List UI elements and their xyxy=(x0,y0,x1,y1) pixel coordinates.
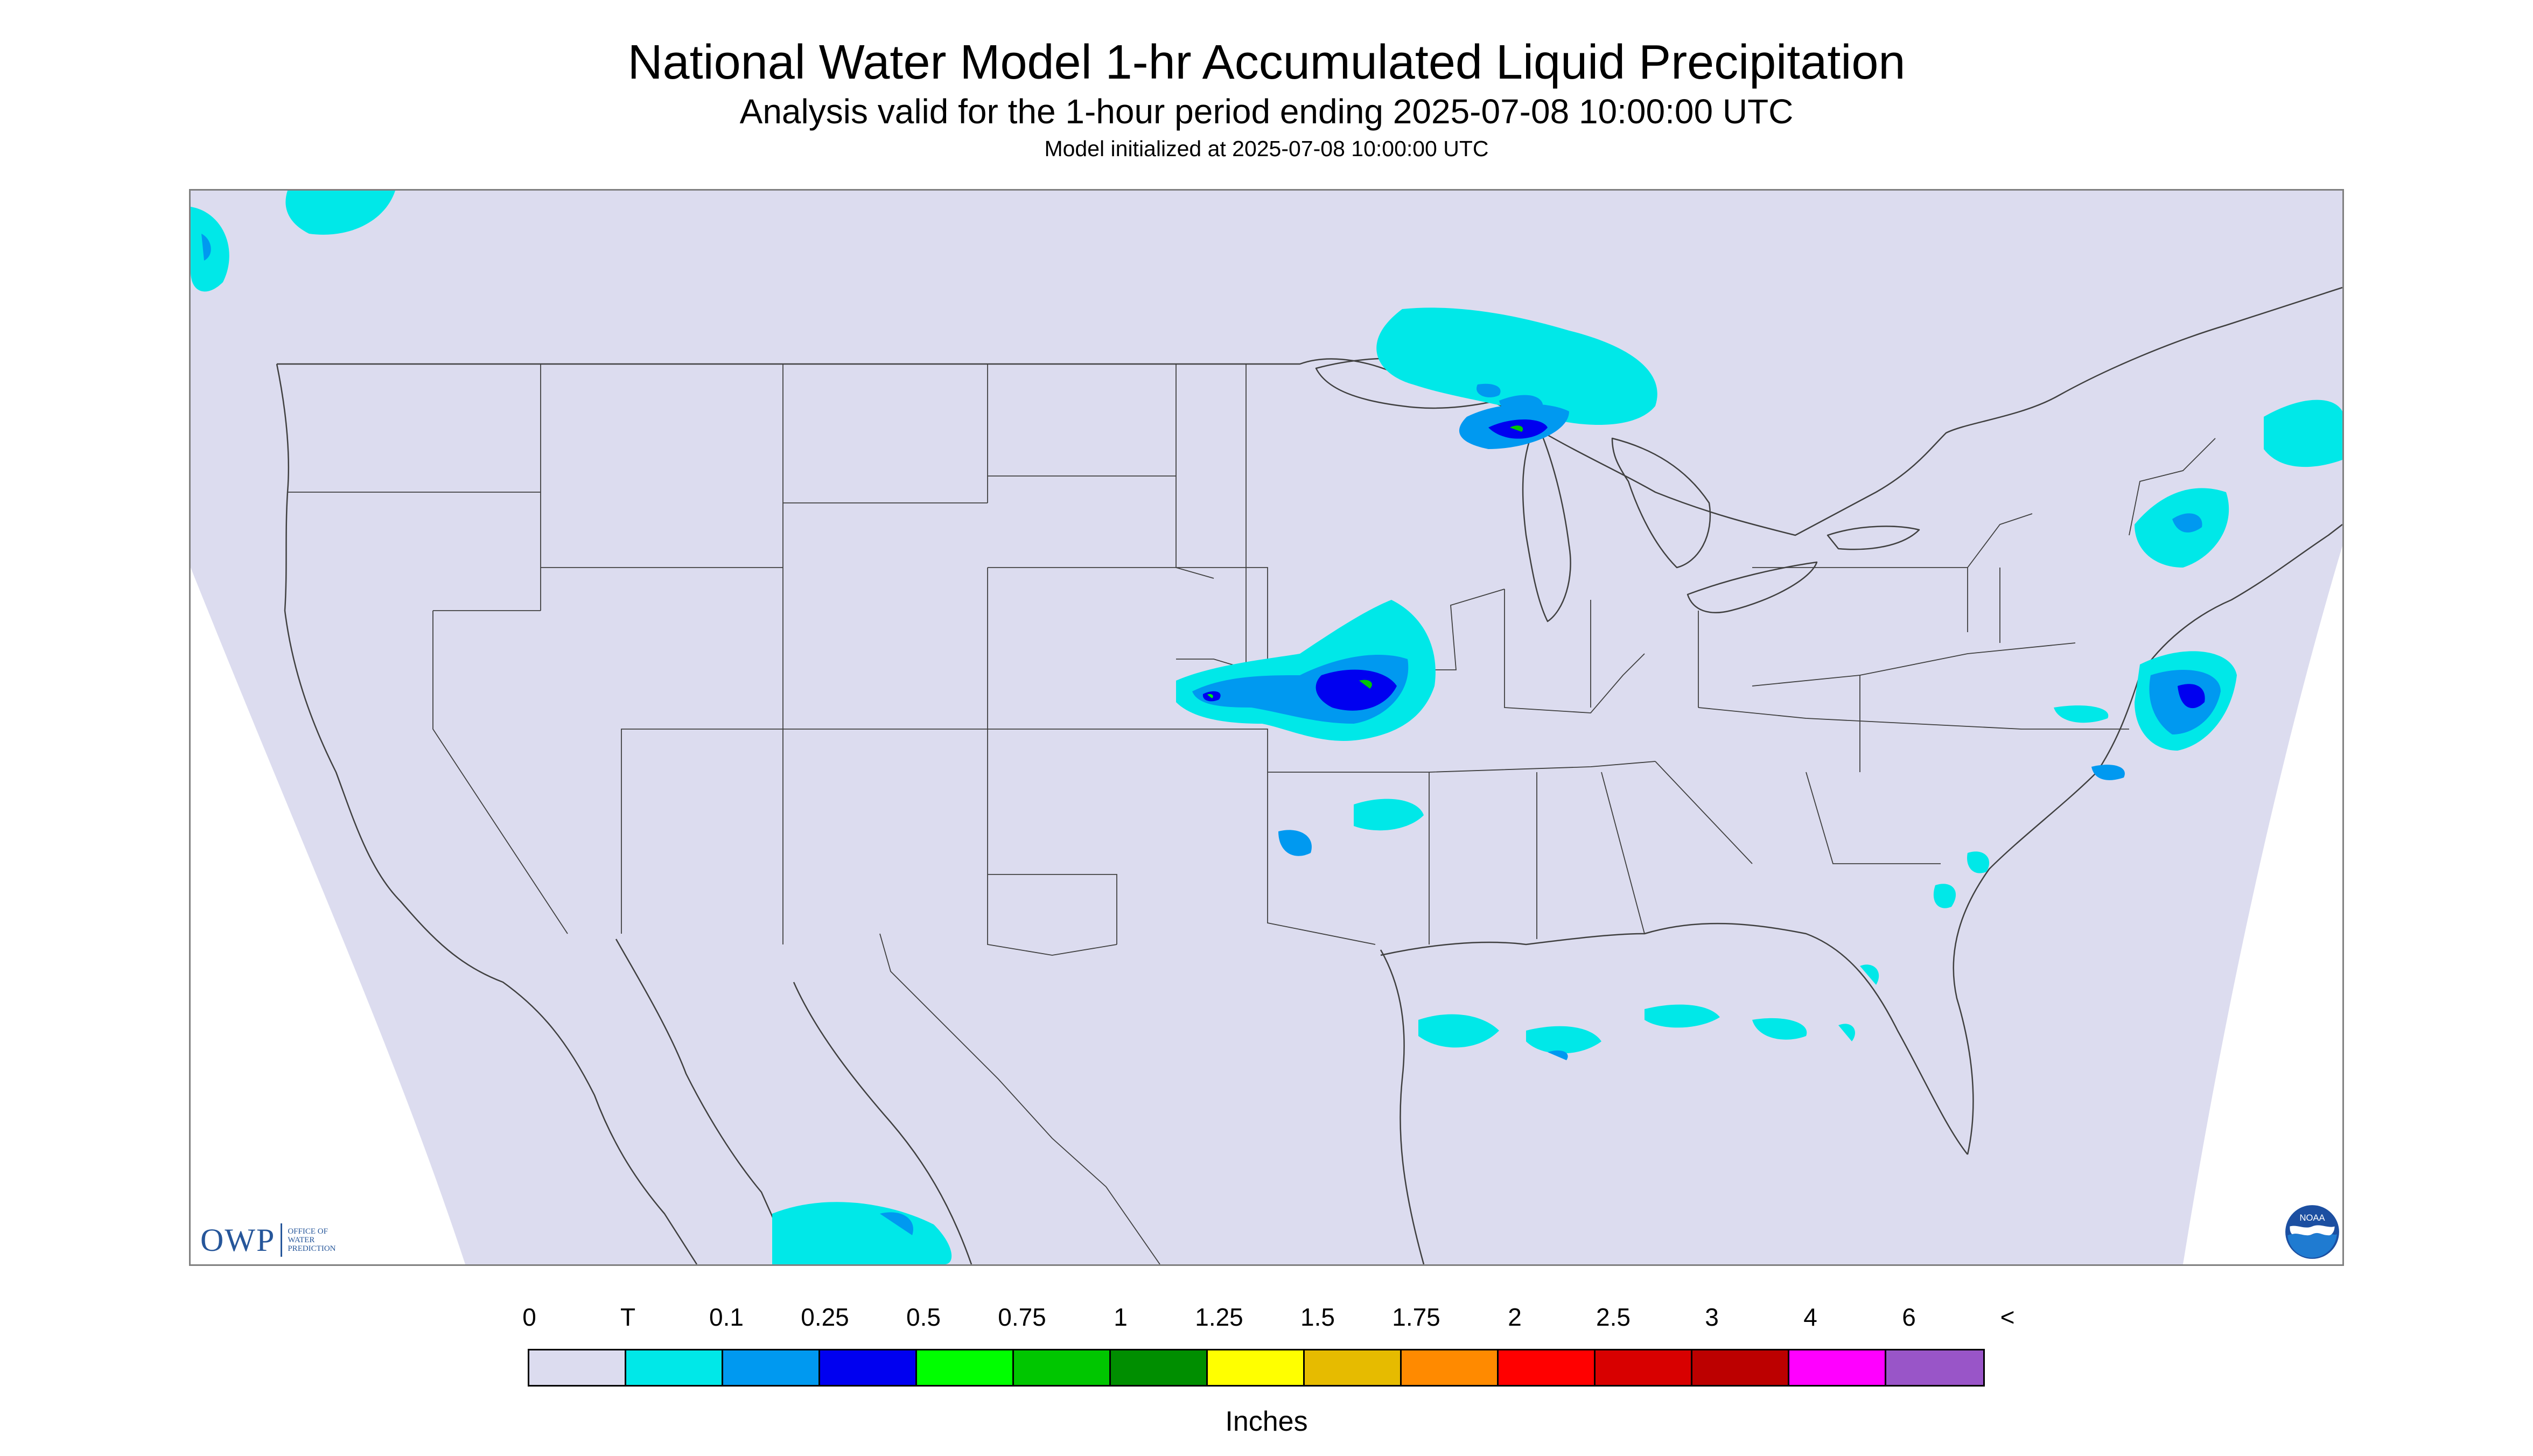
legend-swatch-7 xyxy=(1208,1350,1305,1385)
state-borders xyxy=(288,363,2216,1264)
owp-logo-divider xyxy=(281,1223,283,1257)
legend-swatch-4 xyxy=(917,1350,1014,1385)
legend-swatch-6 xyxy=(1111,1350,1208,1385)
legend-swatch-9 xyxy=(1402,1350,1499,1385)
legend-tick-label: 0 xyxy=(522,1303,536,1331)
lake-erie xyxy=(1687,561,1818,613)
legend-swatch-5 xyxy=(1014,1350,1111,1385)
owp-logo-text: OWP xyxy=(200,1222,276,1258)
legend-swatch-11 xyxy=(1596,1350,1692,1385)
legend-units-label: Inches xyxy=(1225,1406,1308,1437)
legend-tick-label: 3 xyxy=(1705,1303,1719,1331)
owp-logo: OWP OFFICE OF WATER PREDICTION xyxy=(200,1221,336,1259)
map-canvas xyxy=(191,191,2342,1264)
legend-swatch-12 xyxy=(1692,1350,1789,1385)
atlantic-coast xyxy=(1953,524,2342,1155)
legend-tick-label: 0.5 xyxy=(906,1303,941,1331)
legend-tick-label: T xyxy=(620,1303,636,1331)
lake-michigan xyxy=(1522,421,1571,622)
model-domain xyxy=(191,191,2342,1264)
legend-tick-label: 0.25 xyxy=(801,1303,849,1331)
legend-swatch-2 xyxy=(723,1350,820,1385)
lake-huron xyxy=(1611,437,1711,569)
noaa-logo-text: NOAA xyxy=(2299,1213,2325,1223)
model-init-line: Model initialized at 2025-07-08 10:00:00… xyxy=(1044,136,1489,161)
precip-lake-superior xyxy=(1376,307,1657,425)
precipitation-map xyxy=(189,189,2344,1266)
precip-se-offshore xyxy=(1933,884,1956,908)
legend-tick-label: 1 xyxy=(1114,1303,1128,1331)
gulf-coast xyxy=(1380,949,1425,1264)
lake-ontario xyxy=(1827,526,1920,550)
legend-swatch-13 xyxy=(1789,1350,1886,1385)
legend-tick-label: 1.75 xyxy=(1392,1303,1440,1331)
noaa-logo: NOAA xyxy=(2285,1205,2339,1259)
legend-tick-label: < xyxy=(2000,1303,2015,1331)
legend-tick-label: 2 xyxy=(1508,1303,1522,1331)
texas-louisiana-coast xyxy=(1380,922,1968,1155)
legend-tick-label: 0.75 xyxy=(998,1303,1046,1331)
legend-tick-label: 0.1 xyxy=(709,1303,744,1331)
legend-swatch-14 xyxy=(1886,1350,1983,1385)
precip-gulf-coast xyxy=(1418,1014,1499,1048)
chart-title: National Water Model 1-hr Accumulated Li… xyxy=(627,36,1906,89)
precip-layer xyxy=(191,191,2342,1264)
legend-tick-label: 4 xyxy=(1803,1303,1817,1331)
mexico-west-coast xyxy=(793,982,972,1264)
legend-swatch-0 xyxy=(529,1350,626,1385)
west-coast xyxy=(276,363,698,1264)
legend-tick-label: 2.5 xyxy=(1596,1303,1631,1331)
legend-tick-label: 6 xyxy=(1902,1303,1916,1331)
legend-swatch-10 xyxy=(1499,1350,1596,1385)
legend-tick-label: 1.25 xyxy=(1195,1303,1243,1331)
precip-new-england xyxy=(2264,400,2342,467)
baja-coast xyxy=(615,939,795,1264)
owp-logo-subtext: OFFICE OF WATER PREDICTION xyxy=(288,1227,336,1253)
legend-swatch-3 xyxy=(820,1350,917,1385)
legend-color-bar xyxy=(528,1349,1985,1387)
legend-swatch-8 xyxy=(1305,1350,1402,1385)
legend-swatch-1 xyxy=(626,1350,723,1385)
legend-tick-labels: 0 T 0.1 0.25 0.5 0.75 1 1.25 1.5 1.75 2 2.5 3 4 6 < xyxy=(522,1302,2015,1334)
chart-subtitle: Analysis valid for the 1-hour period end… xyxy=(739,92,1794,131)
legend-tick-label: 1.5 xyxy=(1300,1303,1335,1331)
